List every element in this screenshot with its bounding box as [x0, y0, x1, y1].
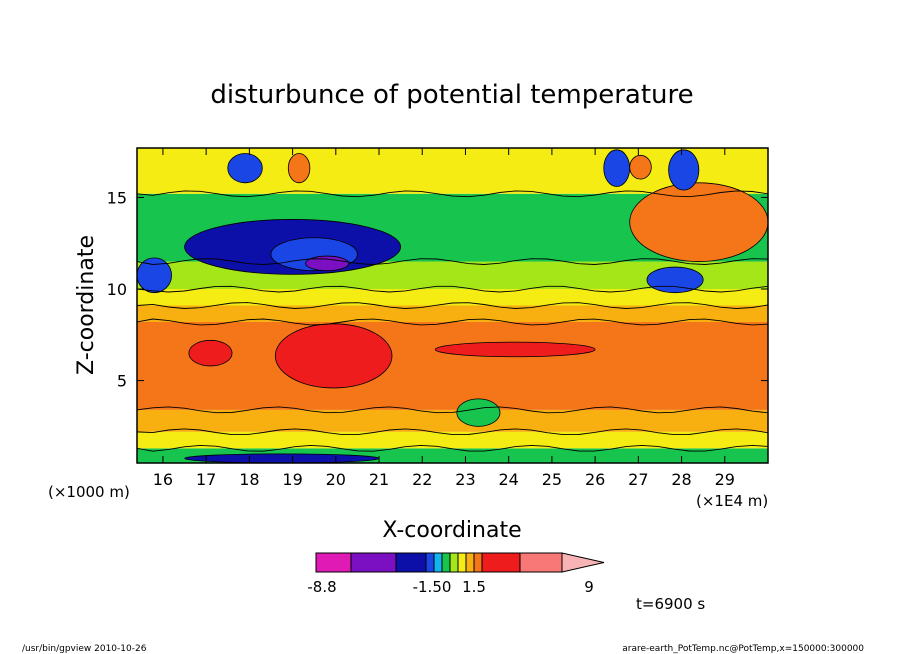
colorbar-swatch-4	[433, 552, 443, 573]
x-tick-label-29: 29	[715, 470, 735, 489]
colorbar-swatch-5	[441, 552, 451, 573]
contour-feature-12	[668, 149, 700, 191]
plot-frame	[136, 147, 769, 464]
contour-feature-13	[287, 153, 311, 184]
colorbar-label-2: 1.5	[462, 578, 486, 596]
x-tick-label-20: 20	[326, 470, 346, 489]
x-tick-label-21: 21	[369, 470, 389, 489]
contour-layer-1	[137, 431, 768, 449]
y-tick-label-15: 15	[107, 188, 127, 207]
contour-feature-6	[434, 341, 596, 358]
chart-title: disturbunce of potential temperature	[210, 80, 693, 110]
contour-feature-5	[188, 339, 233, 367]
y-tick-label-10: 10	[107, 280, 127, 299]
colorbar-swatch-7	[457, 552, 467, 573]
contour-feature-7	[629, 182, 768, 262]
colorbar-label-0: -8.8	[307, 578, 336, 596]
contour-feature-8	[137, 257, 172, 294]
contour-layer-2	[137, 409, 768, 432]
colorbar-label-1: -1.50	[413, 578, 452, 596]
contour-line-2	[137, 428, 768, 436]
x-unit-label: (×1000 m)	[48, 483, 130, 501]
contour-layer-4	[137, 305, 768, 322]
colorbar-swatch-12	[561, 552, 605, 573]
contour-feature-10	[227, 153, 263, 184]
contour-line-5	[137, 302, 768, 309]
x-tick-label-25: 25	[542, 470, 562, 489]
contour-line-8	[137, 190, 768, 198]
colorbar-swatch-11	[519, 552, 563, 573]
x-tick-label-23: 23	[455, 470, 475, 489]
contour-line-7	[137, 258, 768, 265]
colorbar-label-3: 9	[584, 578, 594, 596]
footer-left: /usr/bin/gpview 2010-10-26	[22, 644, 147, 654]
x-tick-label-24: 24	[499, 470, 519, 489]
contour-layer-5	[137, 289, 768, 306]
contour-fill	[137, 148, 768, 463]
time-annotation: t=6900 s	[636, 595, 705, 613]
contour-feature-14	[629, 154, 652, 180]
contour-feature-11	[603, 149, 631, 187]
colorbar: -8.8 -1.50 1.5 9	[307, 552, 605, 596]
colorbar-swatch-6	[449, 552, 459, 573]
x-tick-label-16: 16	[153, 470, 173, 489]
x-tick-label-22: 22	[412, 470, 432, 489]
contour-line-6	[137, 285, 768, 293]
y-axis-label: Z-coordinate	[74, 235, 99, 375]
x-axis: 16 17 18 19 20 21 22 23 24 25 26 27 28 29	[153, 148, 735, 489]
contour-feature-4	[274, 323, 393, 389]
contour-line-4	[137, 318, 768, 326]
contour-feature-0	[184, 453, 380, 463]
colorbar-swatch-3	[425, 552, 435, 573]
contour-layer-3	[137, 321, 768, 410]
colorbar-swatch-9	[473, 552, 483, 573]
contour-line-3	[137, 406, 768, 414]
x-tick-label-19: 19	[282, 470, 302, 489]
contour-line-1	[137, 444, 768, 452]
colorbar-swatch-8	[465, 552, 475, 573]
contour-feature-9	[646, 266, 704, 294]
colorbar-swatch-2	[395, 552, 427, 573]
colorbar-swatch-0	[315, 552, 352, 573]
footer-right: arare-earth_PotTemp.nc@PotTemp,x=150000:…	[622, 644, 864, 654]
y-tick-label-5: 5	[117, 372, 127, 391]
plot-area: 16 17 18 19 20 21 22 23 24 25 26 27 28 29 5 10 15	[107, 147, 769, 489]
contour-feature-3	[305, 255, 350, 272]
x-tick-label-27: 27	[628, 470, 648, 489]
x-tick-label-28: 28	[671, 470, 691, 489]
x-tick-label-26: 26	[585, 470, 605, 489]
contour-feature-15	[456, 398, 501, 427]
x-tick-label-17: 17	[196, 470, 216, 489]
colorbar-swatch-1	[350, 552, 397, 573]
x-axis-label: X-coordinate	[382, 518, 521, 543]
x-tick-label-18: 18	[239, 470, 259, 489]
colorbar-swatch-10	[481, 552, 521, 573]
x-multiplier-label: (×1E4 m)	[696, 492, 768, 510]
y-axis: 5 10 15	[107, 188, 768, 391]
